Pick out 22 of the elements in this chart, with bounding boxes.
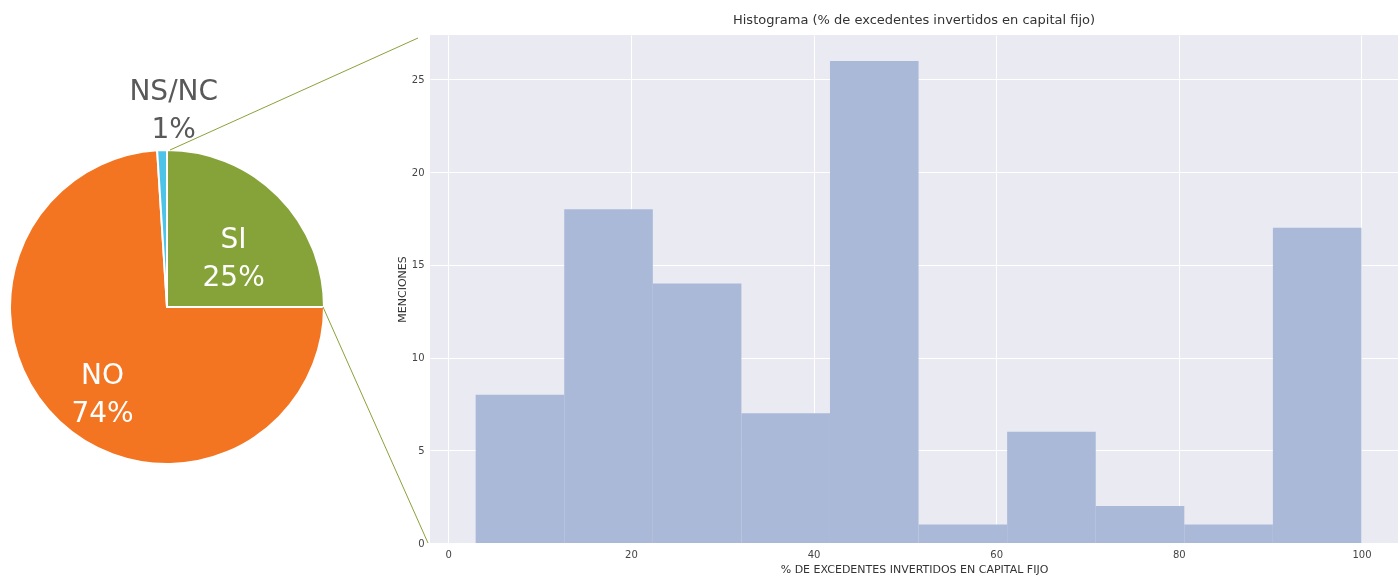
y-tick-label: 15 bbox=[411, 259, 425, 271]
x-tick-label: 40 bbox=[807, 548, 821, 560]
x-tick-label: 0 bbox=[445, 548, 452, 560]
y-tick-label: 5 bbox=[418, 444, 425, 456]
slice-label: SI bbox=[220, 222, 247, 256]
data-label: 74% bbox=[71, 395, 134, 429]
y-tick-label: 10 bbox=[411, 352, 425, 364]
y-tick-label: 20 bbox=[411, 166, 425, 178]
y-axis-title: MENCIONES bbox=[395, 256, 409, 323]
x-tick-label: 20 bbox=[625, 548, 638, 560]
x-tick-label: 100 bbox=[1352, 548, 1372, 560]
x-tick-label: 80 bbox=[1172, 548, 1186, 560]
data-label: 1% bbox=[151, 112, 196, 146]
x-axis-title: % DE EXCEDENTES INVERTIDOS EN CAPITAL FIJO bbox=[780, 562, 1049, 576]
chart-title: Histograma (% de excedentes invertidos en capital fijo) bbox=[732, 12, 1096, 27]
slice-label: NS/NC bbox=[129, 74, 219, 108]
data-label: 25% bbox=[202, 260, 265, 294]
y-tick-label: 25 bbox=[411, 74, 425, 85]
y-tick-label: 0 bbox=[418, 537, 425, 549]
x-tick-label: 60 bbox=[990, 548, 1004, 560]
pie-slice bbox=[9, 149, 325, 465]
slice-label: NO bbox=[81, 357, 125, 391]
